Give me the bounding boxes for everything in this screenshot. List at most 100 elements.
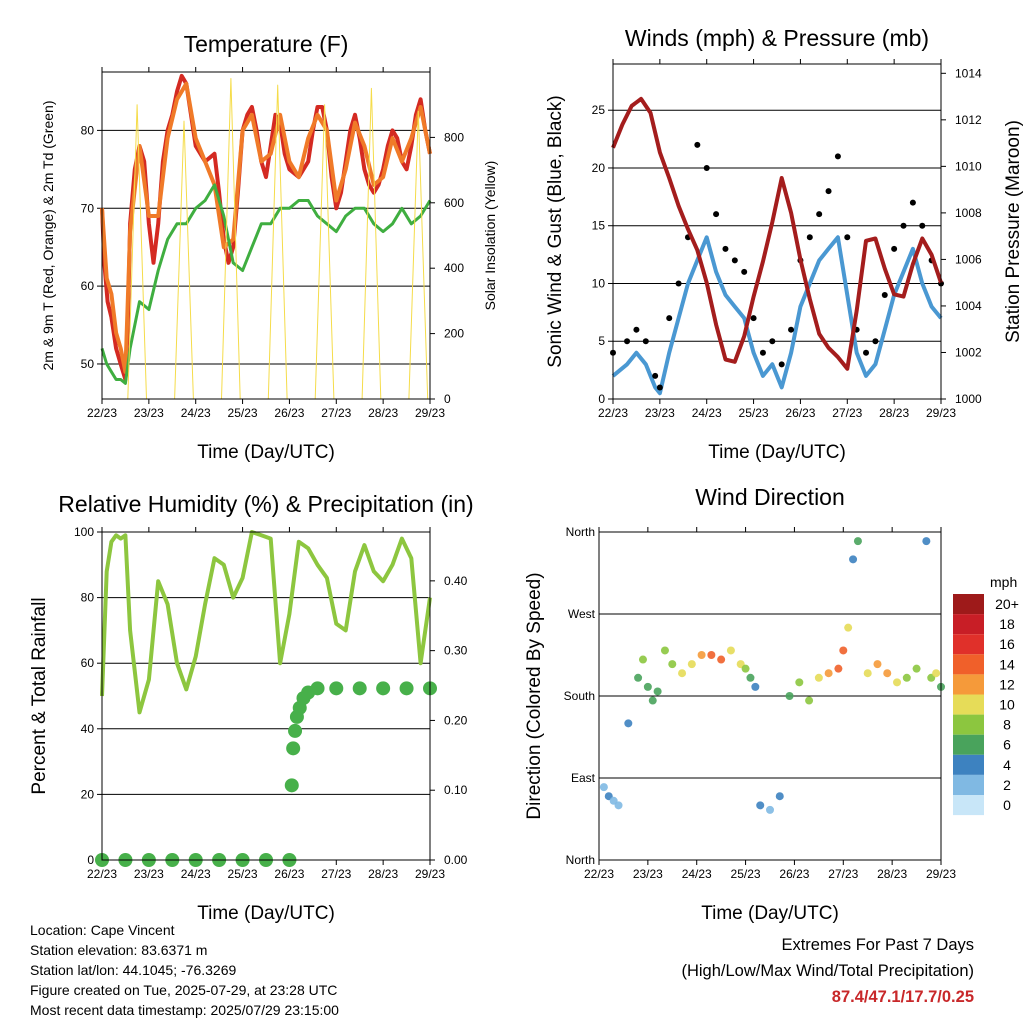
- x-tick-label: 22/23: [87, 406, 117, 420]
- x-tick-label: 29/23: [415, 867, 445, 881]
- precip-point: [399, 681, 414, 696]
- precip-point: [329, 681, 344, 696]
- direction-point: [668, 660, 677, 669]
- legend-label: 8: [1003, 717, 1011, 733]
- y-tick-label: 0: [87, 853, 94, 867]
- direction-point: [643, 682, 652, 691]
- x-tick-label: 27/23: [828, 867, 858, 881]
- direction-point: [624, 719, 633, 728]
- x-tick-label: 25/23: [731, 867, 761, 881]
- y2-tick-label: 1004: [955, 299, 982, 313]
- y-tick-label: 25: [592, 103, 606, 117]
- elevation-text: Station elevation: 83.6371 m: [30, 942, 208, 958]
- x-tick-label: 24/23: [682, 867, 712, 881]
- y-tick-label: West: [568, 607, 596, 621]
- created-text: Figure created on Tue, 2025-07-29, at 23…: [30, 982, 338, 998]
- y2-tick-label: 1014: [955, 66, 982, 80]
- x-tick-label: 24/23: [692, 406, 722, 420]
- y2-tick-label: 1012: [955, 113, 982, 127]
- x-tick-label: 22/23: [598, 406, 628, 420]
- y2-tick-label: 1006: [955, 252, 982, 266]
- legend-label: 6: [1003, 737, 1011, 753]
- latlon-text: Station lat/lon: 44.1045; -76.3269: [30, 962, 237, 978]
- winds-pressure-panel: Winds (mph) & Pressure (mb) Time (Day/UTC…: [545, 25, 1024, 463]
- x-tick-label: 26/23: [274, 867, 304, 881]
- timestamp-text: Most recent data timestamp: 2025/07/29 2…: [30, 1002, 339, 1018]
- wind-line: [611, 235, 943, 396]
- legend-swatch: [953, 654, 984, 675]
- x-axis-label: Time (Day/UTC): [197, 903, 335, 924]
- y-tick-label: 100: [74, 525, 94, 539]
- direction-point: [614, 801, 623, 810]
- plot-frame: [612, 63, 942, 400]
- legend-swatch: [953, 634, 984, 655]
- direction-point: [805, 696, 814, 705]
- legend-swatch: [953, 614, 984, 635]
- y-tick-label: East: [571, 771, 596, 785]
- x-tick-label: 28/23: [879, 406, 909, 420]
- precip-point: [310, 681, 325, 696]
- gust-point: [834, 153, 841, 160]
- solar-line: [127, 78, 429, 400]
- direction-point: [902, 673, 911, 682]
- y2-tick-label: 600: [444, 196, 464, 210]
- direction-point: [795, 678, 804, 687]
- y-tick-label: North: [566, 853, 595, 867]
- gust-point: [666, 315, 673, 322]
- gust-point: [769, 338, 776, 345]
- direction-point: [717, 655, 726, 664]
- chart-title: Temperature (F): [184, 31, 349, 57]
- x-axis-label: Time (Day/UTC): [197, 442, 335, 463]
- gust-point: [806, 234, 813, 241]
- direction-point: [849, 555, 858, 564]
- legend-swatch: [953, 754, 984, 775]
- legend-swatch: [953, 674, 984, 695]
- direction-point: [634, 673, 643, 682]
- precip-point: [352, 681, 367, 696]
- x-tick-label: 23/23: [645, 406, 675, 420]
- direction-point: [687, 660, 696, 669]
- y-tick-label: 60: [81, 279, 95, 293]
- extremes-values: 87.4/47.1/17.7/0.25: [831, 988, 974, 1006]
- plot-frame: [598, 531, 942, 861]
- y-tick-label: 20: [592, 161, 606, 175]
- extremes-title: Extremes For Past 7 Days: [781, 936, 974, 954]
- gust-point: [863, 349, 870, 356]
- location-text: Location: Cape Vincent: [30, 922, 175, 938]
- y2-tick-label: 0.20: [444, 713, 468, 727]
- direction-point: [873, 660, 882, 669]
- direction-point: [824, 669, 833, 678]
- gust-point: [741, 268, 748, 275]
- direction-point: [922, 537, 931, 546]
- x-tick-label: 29/23: [926, 867, 956, 881]
- x-tick-label: 28/23: [368, 867, 398, 881]
- y-tick-label: 40: [81, 722, 95, 736]
- x-tick-label: 26/23: [274, 406, 304, 420]
- y2-tick-label: 0.40: [444, 574, 468, 588]
- y-tick-label: 70: [81, 201, 95, 215]
- gust-point: [694, 141, 701, 148]
- x-tick-label: 22/23: [87, 867, 117, 881]
- x-tick-label: 23/23: [633, 867, 663, 881]
- y-tick-label: 20: [81, 787, 95, 801]
- gust-point: [788, 326, 795, 333]
- direction-point: [863, 669, 872, 678]
- y2-axis-label: Solar Insolation (Yellow): [482, 161, 498, 311]
- x-tick-label: 28/23: [368, 406, 398, 420]
- direction-point: [756, 801, 765, 810]
- x-tick-label: 26/23: [779, 867, 809, 881]
- y-tick-label: 10: [592, 276, 606, 290]
- station-info: Location: Cape Vincent Station elevation…: [30, 920, 339, 1020]
- gust-point: [633, 326, 640, 333]
- legend-label: 10: [999, 697, 1015, 713]
- direction-point: [766, 805, 774, 814]
- gust-point: [652, 372, 659, 379]
- x-axis-label: Time (Day/UTC): [708, 442, 846, 463]
- direction-point: [660, 646, 669, 655]
- y2-tick-label: 0.00: [444, 853, 468, 867]
- direction-point: [653, 687, 662, 696]
- direction-point: [751, 682, 760, 691]
- x-axis-label: Time (Day/UTC): [701, 903, 839, 924]
- y2-tick-label: 0: [444, 392, 451, 406]
